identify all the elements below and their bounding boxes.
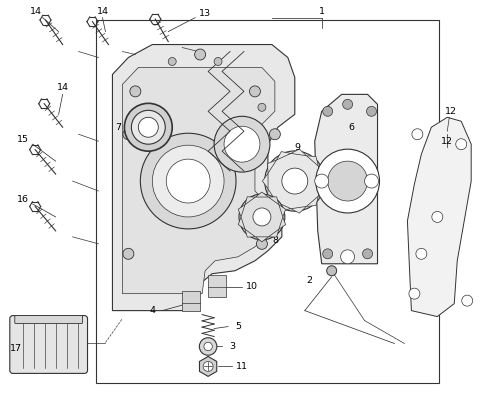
Text: 16: 16 xyxy=(17,194,29,203)
Polygon shape xyxy=(276,152,291,160)
Circle shape xyxy=(203,361,213,371)
Circle shape xyxy=(341,250,355,264)
Circle shape xyxy=(264,151,325,211)
Polygon shape xyxy=(245,229,255,237)
Circle shape xyxy=(239,194,285,240)
Text: 12: 12 xyxy=(445,107,457,116)
Text: 11: 11 xyxy=(236,362,248,371)
Text: 3: 3 xyxy=(229,342,235,351)
Circle shape xyxy=(269,129,280,140)
Circle shape xyxy=(315,174,329,188)
Polygon shape xyxy=(255,192,268,197)
Polygon shape xyxy=(268,229,279,237)
FancyBboxPatch shape xyxy=(15,316,83,324)
Circle shape xyxy=(124,103,172,151)
Polygon shape xyxy=(291,149,306,156)
Bar xyxy=(208,275,226,297)
Circle shape xyxy=(412,129,423,140)
Text: 14: 14 xyxy=(57,83,69,92)
Polygon shape xyxy=(279,217,286,229)
Polygon shape xyxy=(255,237,268,242)
Circle shape xyxy=(224,126,260,162)
Polygon shape xyxy=(268,197,279,205)
Circle shape xyxy=(416,248,427,259)
Circle shape xyxy=(195,49,205,60)
Text: 10: 10 xyxy=(246,282,258,291)
Text: 8: 8 xyxy=(272,236,278,245)
Circle shape xyxy=(362,249,372,259)
Polygon shape xyxy=(238,217,245,229)
Polygon shape xyxy=(245,197,255,205)
Text: 4: 4 xyxy=(149,306,156,315)
Polygon shape xyxy=(306,196,318,206)
Circle shape xyxy=(214,57,222,65)
Polygon shape xyxy=(318,166,326,181)
Circle shape xyxy=(316,149,380,213)
Circle shape xyxy=(250,86,261,97)
Circle shape xyxy=(328,161,368,201)
Circle shape xyxy=(138,117,158,137)
Text: 1: 1 xyxy=(319,7,324,16)
Polygon shape xyxy=(267,160,276,173)
Circle shape xyxy=(152,145,224,217)
Text: 14: 14 xyxy=(30,7,42,16)
Circle shape xyxy=(256,238,267,249)
Text: 17: 17 xyxy=(10,344,22,353)
Text: 12: 12 xyxy=(441,137,453,146)
Circle shape xyxy=(168,57,176,65)
Circle shape xyxy=(132,110,165,144)
Circle shape xyxy=(409,288,420,299)
Circle shape xyxy=(123,129,134,140)
Polygon shape xyxy=(122,67,275,294)
Bar xyxy=(96,20,439,383)
Circle shape xyxy=(140,133,236,229)
Circle shape xyxy=(253,208,271,226)
Circle shape xyxy=(367,106,376,116)
Circle shape xyxy=(462,295,473,306)
Polygon shape xyxy=(279,205,286,217)
Polygon shape xyxy=(276,202,291,211)
Circle shape xyxy=(258,103,266,111)
Polygon shape xyxy=(408,117,471,316)
Text: 5: 5 xyxy=(235,322,241,331)
Polygon shape xyxy=(238,205,245,217)
Circle shape xyxy=(282,168,308,194)
Circle shape xyxy=(199,338,217,355)
Text: 14: 14 xyxy=(96,7,108,16)
Polygon shape xyxy=(267,189,276,202)
Circle shape xyxy=(214,116,270,172)
Text: 15: 15 xyxy=(17,135,29,144)
Circle shape xyxy=(365,174,379,188)
Bar xyxy=(182,291,200,310)
FancyBboxPatch shape xyxy=(10,316,87,373)
Polygon shape xyxy=(200,356,217,376)
Text: 13: 13 xyxy=(199,9,211,18)
Circle shape xyxy=(343,99,353,109)
Circle shape xyxy=(456,139,467,150)
Circle shape xyxy=(323,106,333,116)
Text: 7: 7 xyxy=(115,123,121,132)
Text: 6: 6 xyxy=(348,123,355,132)
Circle shape xyxy=(432,211,443,222)
Circle shape xyxy=(323,249,333,259)
Polygon shape xyxy=(112,45,295,310)
Polygon shape xyxy=(318,181,326,196)
Circle shape xyxy=(130,86,141,97)
Polygon shape xyxy=(291,206,306,213)
Circle shape xyxy=(327,266,336,276)
Circle shape xyxy=(123,248,134,259)
Polygon shape xyxy=(306,156,318,166)
Text: 9: 9 xyxy=(295,143,301,152)
Text: 2: 2 xyxy=(307,276,313,285)
Circle shape xyxy=(166,159,210,203)
Polygon shape xyxy=(315,95,377,264)
Polygon shape xyxy=(263,173,268,189)
Circle shape xyxy=(204,342,212,351)
